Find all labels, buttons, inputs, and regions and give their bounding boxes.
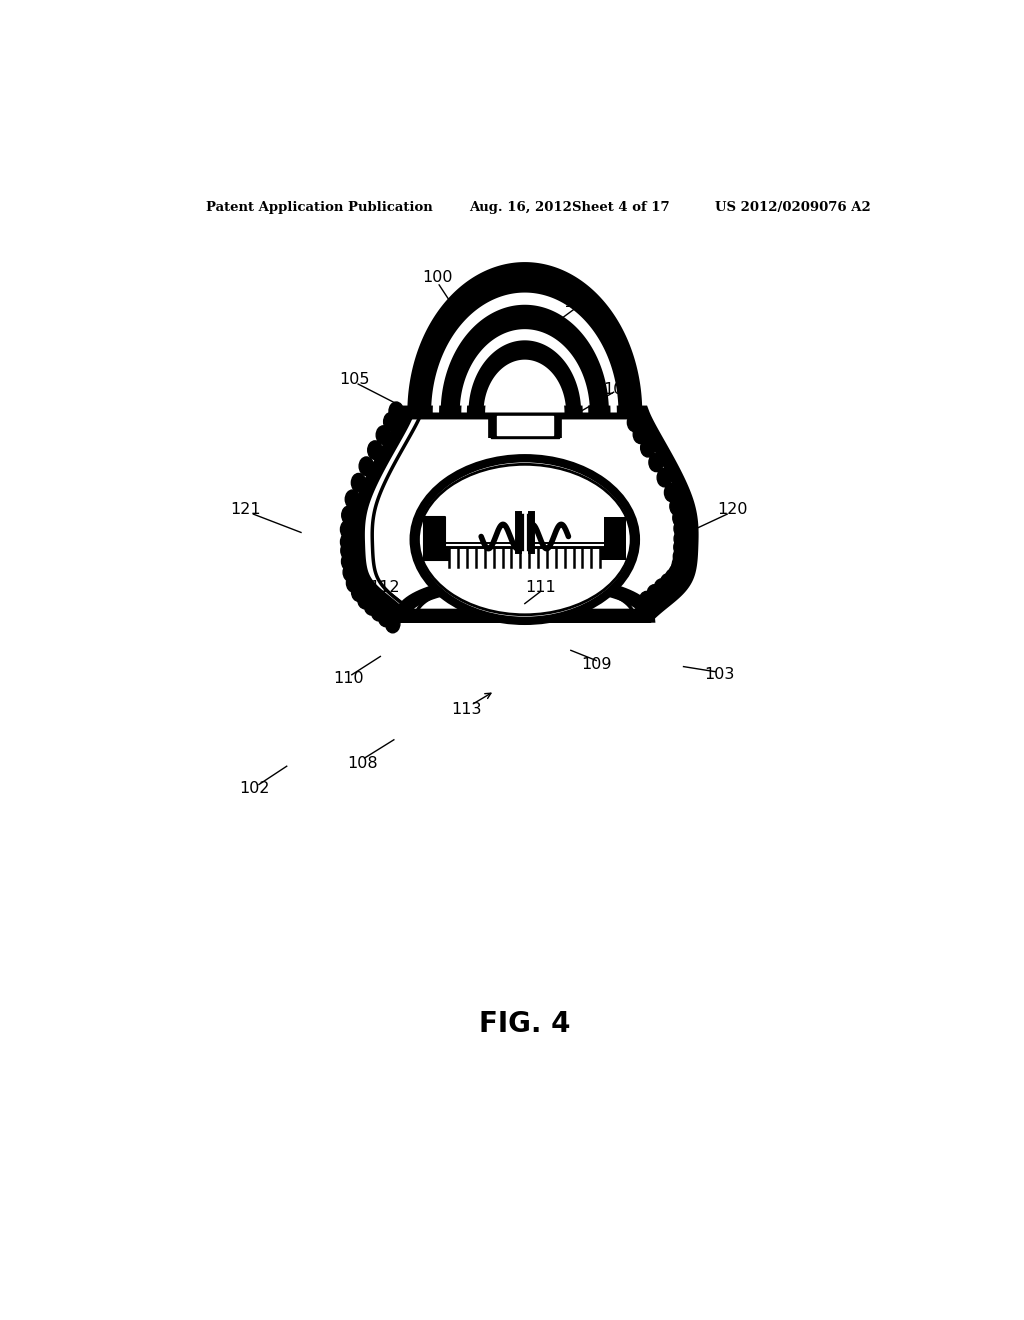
Text: 121: 121 — [230, 502, 261, 516]
Text: 101: 101 — [563, 296, 594, 310]
Polygon shape — [485, 362, 564, 412]
Circle shape — [343, 564, 357, 582]
Circle shape — [365, 597, 379, 615]
Text: 108: 108 — [347, 755, 378, 771]
Circle shape — [340, 520, 355, 539]
Circle shape — [345, 490, 359, 508]
Circle shape — [674, 529, 688, 548]
Text: 111: 111 — [525, 579, 556, 595]
Text: 110: 110 — [333, 672, 364, 686]
Circle shape — [657, 469, 672, 487]
Text: Aug. 16, 2012: Aug. 16, 2012 — [469, 201, 572, 214]
Circle shape — [633, 425, 647, 444]
Circle shape — [674, 519, 688, 537]
Circle shape — [628, 413, 642, 432]
Circle shape — [372, 602, 386, 620]
Circle shape — [342, 552, 356, 570]
Text: 120: 120 — [718, 502, 748, 516]
Circle shape — [389, 403, 403, 421]
Polygon shape — [600, 517, 626, 560]
Polygon shape — [440, 305, 609, 412]
Circle shape — [647, 585, 662, 603]
Circle shape — [351, 583, 366, 602]
Polygon shape — [433, 294, 616, 412]
Text: 112: 112 — [369, 579, 399, 595]
Text: US 2012/0209076 A2: US 2012/0209076 A2 — [715, 201, 871, 214]
Circle shape — [649, 453, 664, 471]
Circle shape — [665, 483, 679, 502]
Text: 114: 114 — [418, 610, 449, 626]
Circle shape — [357, 590, 372, 609]
Circle shape — [341, 532, 355, 552]
Circle shape — [376, 426, 390, 445]
Text: Patent Application Publication: Patent Application Publication — [206, 201, 432, 214]
Circle shape — [639, 591, 653, 610]
Text: 103: 103 — [705, 667, 734, 682]
Text: 105: 105 — [339, 372, 370, 388]
Circle shape — [341, 541, 355, 560]
Circle shape — [368, 441, 382, 459]
Circle shape — [666, 569, 680, 587]
Ellipse shape — [414, 458, 636, 620]
Circle shape — [342, 506, 356, 524]
Circle shape — [674, 539, 688, 557]
Text: 100: 100 — [422, 269, 453, 285]
Circle shape — [671, 560, 685, 578]
Text: FIG. 4: FIG. 4 — [479, 1010, 570, 1039]
Circle shape — [673, 554, 687, 573]
Circle shape — [351, 474, 366, 492]
Polygon shape — [461, 331, 588, 412]
Circle shape — [674, 548, 688, 566]
Polygon shape — [424, 517, 450, 560]
Polygon shape — [408, 263, 642, 412]
Circle shape — [641, 438, 655, 457]
Circle shape — [379, 609, 393, 627]
Text: 109: 109 — [581, 657, 611, 672]
Text: Sheet 4 of 17: Sheet 4 of 17 — [572, 201, 670, 214]
Circle shape — [660, 574, 675, 593]
Circle shape — [673, 508, 687, 527]
Polygon shape — [468, 341, 582, 412]
Circle shape — [385, 614, 400, 632]
Circle shape — [670, 496, 684, 516]
Circle shape — [669, 565, 683, 583]
Text: 113: 113 — [452, 702, 482, 717]
Polygon shape — [358, 412, 691, 615]
Circle shape — [384, 413, 398, 432]
Circle shape — [654, 579, 669, 598]
Text: 102: 102 — [240, 781, 270, 796]
Circle shape — [359, 457, 374, 475]
Circle shape — [346, 574, 360, 593]
Text: 104: 104 — [603, 381, 634, 396]
